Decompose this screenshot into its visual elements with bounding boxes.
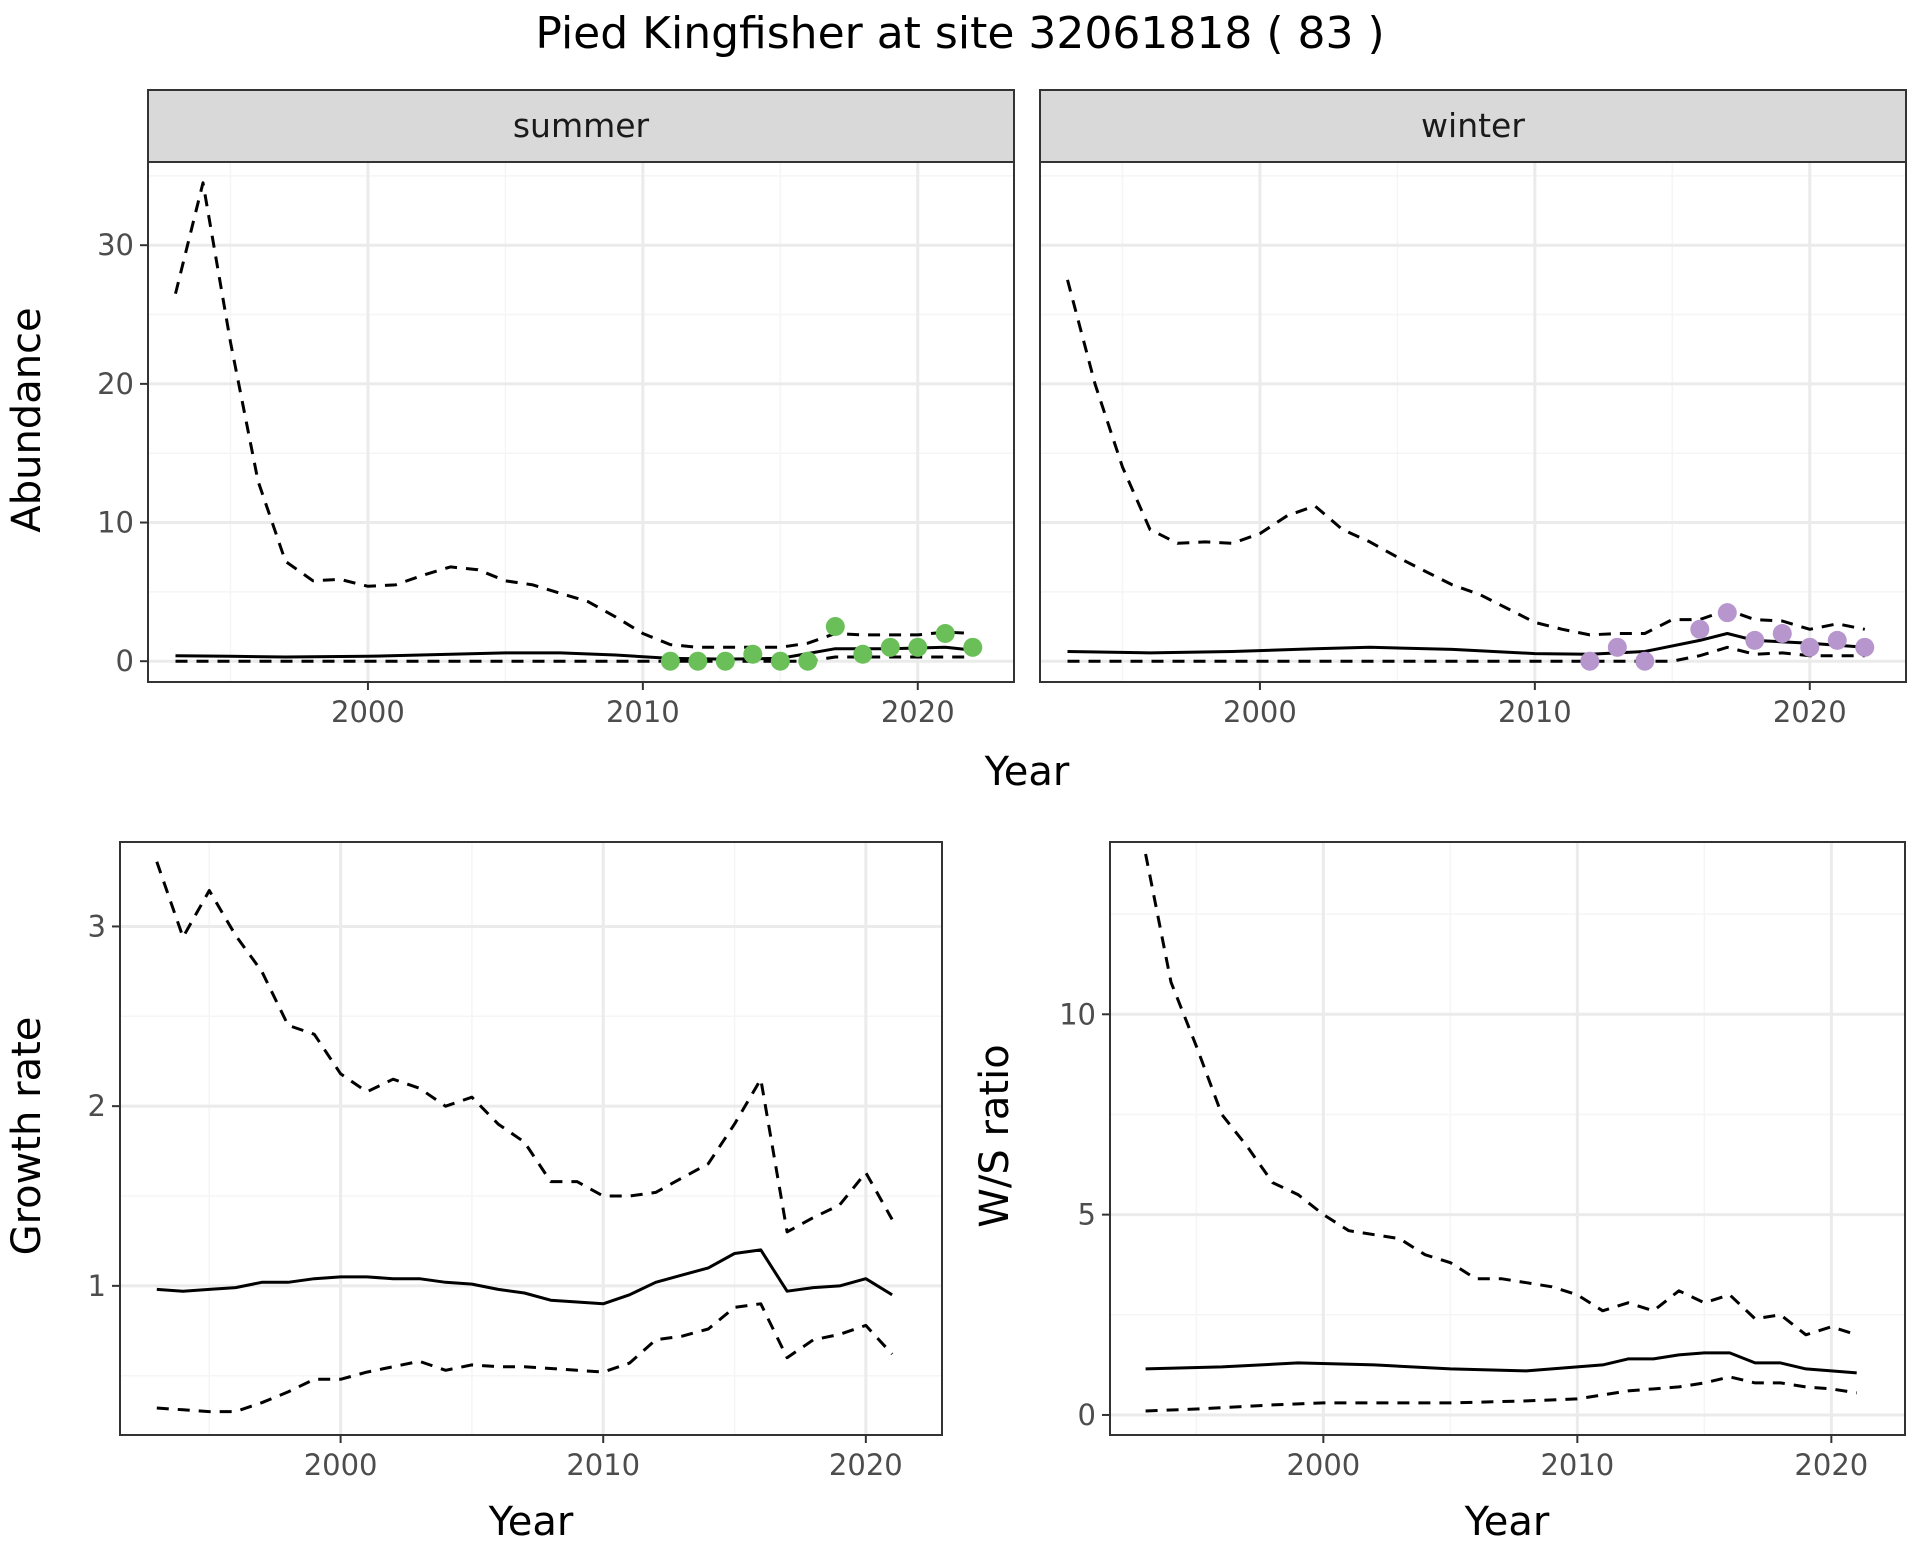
winter-observed-point [1717,603,1737,623]
ratio-panel: 2000 2010 2020 0 5 10 W/S ratio Year [972,841,1906,1545]
winter-observed-point [1800,637,1820,657]
winter-observed-point [1745,630,1765,650]
summer-x-tick-label: 2000 [331,695,405,729]
ratio-plot-area: 2000 2010 2020 0 5 10 [1059,841,1906,1482]
summer-x-tick-label: 2020 [881,695,955,729]
growth-upper-line [155,861,894,1234]
ratio-lower-line [1145,1375,1857,1413]
winter-plot-area: 2000 2010 2020 [1039,161,1907,729]
ratio-x-tick-label: 2000 [1286,1448,1360,1482]
summer-x-tick-label: 2010 [606,695,680,729]
summer-observed-point [688,651,708,671]
growth-y-tick-label: 1 [88,1269,106,1303]
summer-observed-point [770,651,790,671]
ratio-y-axis-title: W/S ratio [972,1044,1018,1227]
winter-observed-point [1580,651,1600,671]
summer-observed-point [935,623,955,643]
summer-panel-border [147,161,1015,683]
winter-observed-point [1690,619,1710,639]
winter-observed-point [1827,630,1847,650]
top-x-axis-title: Year [984,749,1070,795]
ratio-y-tick-label: 5 [1078,1198,1096,1232]
growth-x-tick-label: 2010 [566,1448,640,1482]
summer-panel-background [148,162,1014,682]
summer-observed-point [963,637,983,657]
ratio-estimate-line [1145,1351,1857,1375]
summer-observed-point [853,644,873,664]
growth-plot-area: 2000 2010 2020 1 2 3 [88,841,943,1482]
growth-panel-background [120,842,942,1435]
summer-y-tick-label: 30 [97,228,134,262]
winter-x-tick-label: 2020 [1773,695,1847,729]
winter-panel: winter 2000 2010 2020 [1039,89,1907,729]
summer-observed-point [798,651,818,671]
summer-y-tick-label: 20 [97,367,134,401]
summer-y-axis-title: Abundance [4,307,50,532]
summer-observed-point [908,637,928,657]
ratio-y-tick-label: 10 [1059,997,1096,1031]
ratio-x-axis-title: Year [1464,1499,1550,1545]
summer-estimate-line [175,645,973,661]
growth-lower-line [156,1302,894,1414]
winter-panel-border [1039,161,1907,683]
summer-y-tick-label: 10 [97,506,134,540]
summer-upper-line [174,181,973,649]
summer-panel: summer 2000 2010 2020 0 10 20 30 Abundance [4,89,1015,729]
summer-observed-point [825,617,845,637]
growth-y-axis-title: Growth rate [4,1017,50,1256]
winter-upper-line [1066,279,1866,637]
summer-lower-line [175,655,973,663]
summer-observed-point [660,651,680,671]
ratio-x-tick-label: 2020 [1794,1448,1868,1482]
growth-panel-border [119,841,943,1436]
winter-observed-point [1635,651,1655,671]
growth-y-tick-label: 2 [88,1089,106,1123]
ratio-panel-background [1110,842,1905,1435]
growth-x-tick-label: 2020 [829,1448,903,1482]
winter-panel-background [1040,162,1906,682]
ratio-y-tick-label: 0 [1078,1398,1096,1432]
summer-observed-point [880,637,900,657]
ratio-upper-line [1144,853,1858,1337]
ratio-panel-border [1109,841,1906,1436]
summer-y-tick-label: 0 [116,644,134,678]
summer-observed-point [743,644,763,664]
growth-estimate-line [156,1248,893,1306]
winter-observed-point [1855,637,1875,657]
summer-observed-point [715,651,735,671]
summer-plot-area: 2000 2010 2020 0 10 20 30 [97,161,1015,729]
winter-x-tick-label: 2010 [1498,695,1572,729]
winter-observed-point [1772,623,1792,643]
figure-title: Pied Kingfisher at site 32061818 ( 83 ) [535,8,1384,59]
growth-x-tick-label: 2000 [304,1448,378,1482]
growth-panel: 2000 2010 2020 1 2 3 Growth rate Year [4,841,943,1545]
growth-y-tick-label: 3 [88,909,106,943]
summer-strip-label: summer [513,106,650,145]
ratio-x-tick-label: 2010 [1540,1448,1614,1482]
winter-strip-label: winter [1421,106,1525,145]
summer-strip [147,89,1015,163]
growth-x-axis-title: Year [488,1499,574,1545]
winter-x-tick-label: 2000 [1223,695,1297,729]
winter-observed-point [1607,637,1627,657]
